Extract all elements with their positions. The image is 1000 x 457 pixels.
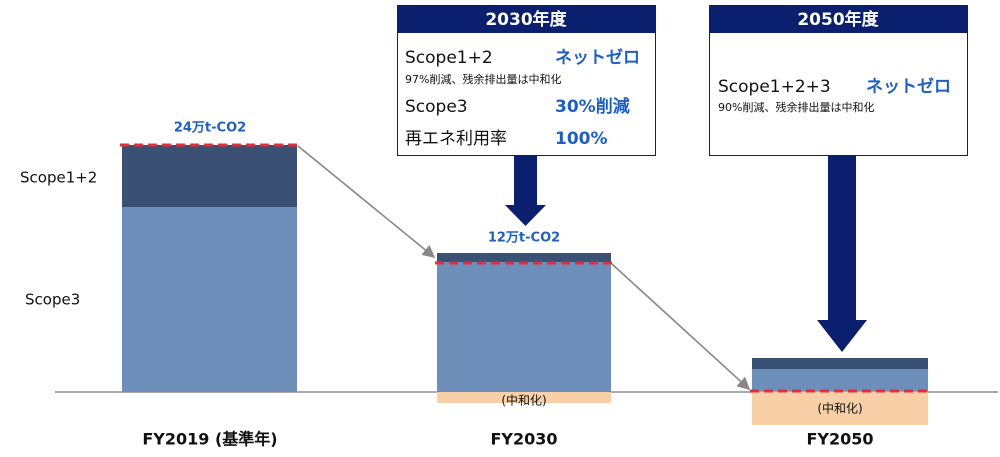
callout-title: 2030年度 bbox=[485, 9, 567, 30]
scope3-bar bbox=[122, 207, 297, 392]
trend-arrow bbox=[611, 263, 751, 391]
bar-label: FY2019 (基準年) bbox=[142, 430, 277, 449]
scope12-bar bbox=[437, 253, 611, 262]
scope12-bar bbox=[752, 358, 928, 369]
legend-label: Scope1+2 bbox=[20, 169, 97, 187]
bar-label: FY2030 bbox=[490, 430, 557, 449]
callout-title: 2050年度 bbox=[797, 9, 879, 30]
trend-arrow bbox=[297, 145, 436, 259]
legend-label: Scope3 bbox=[25, 291, 80, 309]
pointer-arrow bbox=[505, 156, 546, 226]
pointer-arrow bbox=[817, 156, 867, 352]
row-value: ネットゼロ bbox=[866, 76, 951, 97]
row-value: 100% bbox=[555, 129, 608, 149]
row-label: Scope1+2+3 bbox=[718, 77, 831, 97]
callout-header bbox=[709, 5, 968, 33]
callout-header bbox=[397, 5, 656, 33]
row-note: 90%削減、残余排出量は中和化 bbox=[718, 100, 874, 114]
total-label: 12万t-CO2 bbox=[488, 231, 560, 246]
scope3-bar bbox=[437, 262, 611, 392]
row-note: 97%削減、残余排出量は中和化 bbox=[405, 72, 561, 86]
offset-bar bbox=[437, 392, 611, 403]
scope3-bar bbox=[752, 369, 928, 391]
row-label: 再エネ利用率 bbox=[405, 129, 507, 149]
total-label: 24万t-CO2 bbox=[174, 121, 246, 136]
bar-label: FY2050 bbox=[806, 430, 873, 449]
row-label: Scope1+2 bbox=[405, 48, 493, 68]
offset-label: (中和化) bbox=[501, 393, 546, 408]
offset-label: (中和化) bbox=[817, 401, 862, 416]
row-value: 30%削減 bbox=[555, 96, 630, 117]
row-label: Scope3 bbox=[405, 97, 468, 117]
offset-bar bbox=[752, 392, 928, 425]
scope12-bar bbox=[122, 145, 297, 207]
row-value: ネットゼロ bbox=[555, 47, 640, 68]
